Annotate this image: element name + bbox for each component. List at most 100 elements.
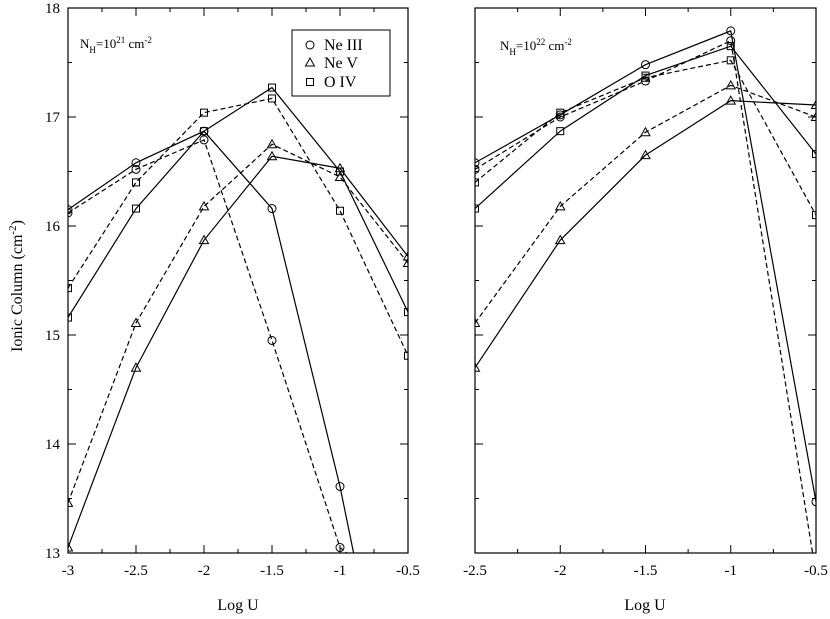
right-x-tick-label: -2 bbox=[554, 563, 567, 579]
legend: Ne III Ne V O IV bbox=[291, 29, 391, 97]
right-point-neiii-solid bbox=[726, 26, 736, 36]
left-point-neiii-dashed bbox=[131, 164, 141, 174]
left-y-tick-label: 16 bbox=[45, 219, 61, 235]
right-point-nev-dashed bbox=[554, 200, 566, 211]
legend-marker-square bbox=[306, 78, 314, 86]
left-point-oiv-solid bbox=[336, 167, 344, 176]
panel-right-x-label: Log U bbox=[624, 597, 666, 614]
left-point-oiv-solid bbox=[404, 308, 408, 317]
panel-left: -3 -2.5 -2 -1.5 -1 -0.5 13 14 15 16 17 18 NH=1021 c… bbox=[45, 1, 420, 614]
left-point-oiv-dashed bbox=[268, 94, 276, 103]
left-point-neiii-solid bbox=[68, 205, 73, 215]
left-series-nev-dashed bbox=[68, 143, 408, 504]
right-point-nev-dashed bbox=[475, 317, 481, 328]
left-point-nev-dashed bbox=[198, 200, 210, 211]
right-point-oiv-solid bbox=[556, 127, 565, 136]
right-point-nev-solid bbox=[640, 149, 651, 160]
right-series-oiv-dashed bbox=[475, 59, 816, 216]
right-point-oiv-dashed bbox=[556, 108, 565, 117]
right-point-nev-dashed bbox=[810, 111, 816, 121]
left-x-tick-label: -0.5 bbox=[396, 563, 420, 579]
left-series-neiii-dashed bbox=[68, 139, 348, 553]
y-axis-label-close: ) bbox=[9, 220, 26, 225]
left-point-oiv-dashed bbox=[200, 108, 208, 117]
left-point-nev-dashed bbox=[68, 497, 74, 507]
left-point-nev-dashed bbox=[130, 317, 142, 328]
right-point-nev-solid bbox=[554, 234, 566, 245]
right-point-neiii-dashed bbox=[555, 112, 565, 122]
legend-marker-triangle bbox=[304, 56, 316, 67]
left-x-tick-label: -2 bbox=[198, 563, 211, 579]
left-series-nev-solid bbox=[68, 155, 408, 548]
panel-right-frame bbox=[474, 7, 817, 554]
right-point-neiii-dashed bbox=[726, 36, 736, 46]
left-point-oiv-solid bbox=[132, 204, 140, 213]
left-point-neiii-dashed bbox=[267, 335, 277, 345]
left-y-tick-label: 14 bbox=[45, 437, 61, 453]
right-point-oiv-dashed bbox=[641, 73, 650, 82]
left-x-tick-label: -3 bbox=[62, 563, 75, 579]
left-point-nev-dashed bbox=[266, 138, 278, 149]
panel-right-annotation: NH=1022 cm-2 bbox=[500, 37, 572, 57]
left-point-nev-dashed bbox=[402, 257, 408, 268]
legend-label-ne-v: Ne V bbox=[324, 55, 358, 72]
left-point-neiii-solid bbox=[267, 204, 277, 214]
left-point-neiii-solid bbox=[131, 158, 141, 168]
right-series-neiii-solid bbox=[475, 30, 816, 502]
left-point-oiv-dashed bbox=[132, 178, 140, 187]
left-y-tick-label: 13 bbox=[45, 546, 60, 562]
left-point-neiii-solid bbox=[335, 482, 345, 492]
legend-label-ne-iii: Ne III bbox=[324, 37, 363, 54]
legend-label-o-iv: O IV bbox=[324, 74, 357, 91]
left-point-oiv-dashed bbox=[68, 284, 72, 293]
y-axis-label: Ionic Column (cm-2) bbox=[7, 220, 26, 352]
left-series-neiii-solid bbox=[68, 130, 355, 553]
right-x-tick-label: -1.5 bbox=[634, 563, 658, 579]
right-point-oiv-dashed bbox=[475, 178, 479, 187]
panel-right: -2.5 -2 -1.5 -1 -0.5 NH=1022 cm-2 Log U bbox=[463, 7, 828, 614]
left-point-nev-solid bbox=[68, 542, 74, 552]
right-point-oiv-dashed bbox=[812, 211, 816, 220]
left-x-tick-label: -1.5 bbox=[260, 563, 284, 579]
left-point-oiv-solid bbox=[268, 83, 276, 92]
y-axis-label-main: Ionic Column (cm bbox=[9, 234, 26, 352]
right-series-nev-dashed bbox=[475, 84, 816, 324]
left-point-nev-solid bbox=[402, 251, 408, 261]
right-point-nev-solid bbox=[475, 362, 481, 372]
left-x-tick-label: -2.5 bbox=[124, 563, 148, 579]
left-series-oiv-solid bbox=[68, 86, 408, 318]
right-x-tick-label: -1 bbox=[725, 563, 738, 579]
left-point-neiii-dashed bbox=[335, 543, 345, 553]
legend-marker-circle bbox=[305, 40, 315, 50]
left-y-tick-label: 15 bbox=[45, 328, 60, 344]
right-point-neiii-solid bbox=[641, 60, 650, 70]
left-point-neiii-dashed bbox=[199, 135, 209, 145]
right-point-nev-solid bbox=[725, 95, 737, 105]
left-point-oiv-solid bbox=[200, 127, 208, 136]
right-point-oiv-solid bbox=[726, 42, 735, 51]
right-point-neiii-solid bbox=[475, 158, 480, 168]
left-x-tick-label: -1 bbox=[334, 563, 347, 579]
right-point-neiii-solid bbox=[811, 497, 816, 507]
right-point-neiii-dashed bbox=[475, 164, 480, 174]
left-point-nev-solid bbox=[130, 362, 142, 372]
right-point-nev-dashed bbox=[640, 126, 651, 137]
left-y-tick-label: 17 bbox=[45, 110, 61, 126]
left-point-neiii-dashed bbox=[68, 208, 73, 218]
right-series-nev-solid bbox=[475, 100, 816, 369]
panel-left-frame bbox=[67, 7, 409, 554]
right-x-tick-label: -2.5 bbox=[463, 563, 487, 579]
right-x-tick-label: -0.5 bbox=[804, 563, 828, 579]
right-point-nev-solid bbox=[810, 99, 816, 110]
panel-left-x-label: Log U bbox=[217, 597, 259, 614]
left-point-nev-solid bbox=[198, 234, 210, 245]
left-point-oiv-dashed bbox=[336, 206, 344, 215]
right-point-nev-dashed bbox=[725, 79, 737, 90]
right-point-oiv-solid bbox=[475, 204, 479, 213]
left-y-tick-label: 18 bbox=[45, 1, 60, 17]
right-point-oiv-dashed bbox=[726, 56, 735, 65]
right-series-oiv-solid bbox=[475, 45, 816, 210]
left-point-oiv-dashed bbox=[404, 351, 408, 360]
left-point-nev-solid bbox=[266, 150, 278, 161]
